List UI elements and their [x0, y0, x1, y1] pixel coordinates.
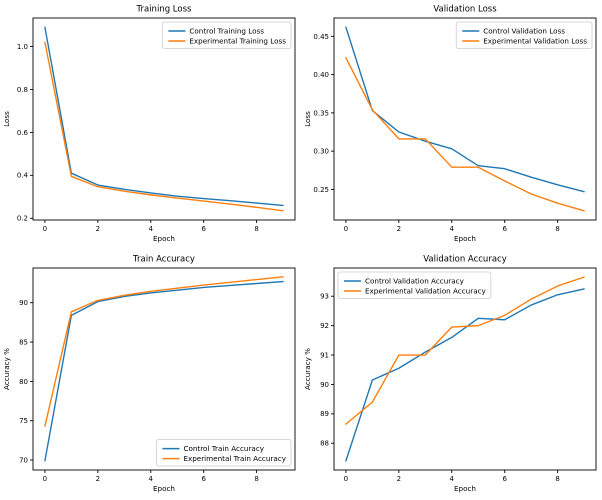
train-accuracy-chart: 0 2 4 6 8 70 75 80 85 90 Train Accuracy Epoch Accura…	[2, 255, 296, 493]
series-line-experimental	[44, 276, 284, 427]
x-tick-label: 2	[397, 225, 401, 233]
y-tick-label: 89	[320, 410, 329, 418]
subplot-training-loss: 0 2 4 6 8 0.2 0.4 0.6 0.8 1.0 Training Loss Epoch Lo…	[0, 0, 301, 250]
y-tick-label: 0.25	[313, 186, 329, 194]
validation-loss-chart: 0 2 4 6 8 0.25 0.30 0.35 0.40 0.45 Validation Loss…	[303, 5, 597, 243]
subplot-validation-accuracy: 0 2 4 6 8 88 89 90 91 92 93 Validation Accuracy Epoc…	[301, 250, 602, 500]
axes-spines	[333, 17, 597, 221]
legend-entry-label: Control Validation Loss	[483, 27, 565, 36]
x-tick-label: 4	[450, 225, 455, 233]
x-axis-label: Epoch	[454, 484, 476, 493]
legend: Control Validation AccuracyExperimental …	[337, 271, 492, 299]
y-tick-label: 91	[320, 351, 329, 359]
series-line-experimental	[44, 41, 284, 212]
x-tick-label: 8	[254, 225, 258, 233]
x-tick-label: 4	[149, 225, 154, 233]
series-line-experimental	[345, 276, 585, 425]
chart-title: Training Loss	[136, 5, 192, 15]
y-tick-label: 1.0	[17, 43, 28, 51]
legend-entry-label: Control Validation Accuracy	[365, 277, 465, 286]
axes-spines	[333, 267, 597, 471]
x-tick-label: 2	[397, 475, 401, 483]
y-tick-label: 90	[19, 299, 28, 307]
chart-title: Validation Loss	[433, 5, 497, 15]
training-loss-chart: 0 2 4 6 8 0.2 0.4 0.6 0.8 1.0 Training Loss Epoch Lo…	[2, 5, 296, 243]
y-tick-label: 0.40	[313, 71, 329, 79]
y-tick-label: 93	[320, 293, 329, 301]
x-tick-label: 0	[344, 225, 348, 233]
legend-entry-label: Experimental Training Loss	[189, 37, 286, 46]
y-tick-label: 0.45	[313, 33, 329, 41]
x-tick-label: 4	[149, 475, 154, 483]
x-tick-label: 6	[201, 225, 206, 233]
x-tick-label: 2	[96, 225, 100, 233]
subplot-train-accuracy: 0 2 4 6 8 70 75 80 85 90 Train Accuracy Epoch Accura…	[0, 250, 301, 500]
legend-box	[156, 439, 292, 467]
x-tick-label: 6	[502, 225, 507, 233]
x-tick-label: 4	[450, 475, 455, 483]
x-tick-label: 0	[43, 475, 47, 483]
y-axis-label: Accuracy %	[2, 348, 11, 390]
y-axis-label: Accuracy %	[303, 348, 312, 390]
y-tick-label: 0.4	[17, 172, 29, 180]
axes-spines	[32, 267, 296, 471]
y-tick-label: 0.8	[17, 86, 28, 94]
x-axis-label: Epoch	[153, 234, 175, 243]
legend-box	[337, 271, 492, 299]
x-tick-label: 0	[43, 225, 47, 233]
y-tick-label: 70	[19, 456, 28, 464]
y-tick-label: 92	[320, 322, 329, 330]
y-tick-label: 0.30	[313, 148, 329, 156]
legend-entry-label: Control Training Loss	[189, 27, 264, 36]
x-tick-label: 6	[502, 475, 507, 483]
x-tick-label: 0	[344, 475, 348, 483]
x-axis-label: Epoch	[454, 234, 476, 243]
series-line-experimental	[345, 57, 585, 212]
series-line-control	[44, 280, 284, 462]
legend-entry-label: Control Train Accuracy	[183, 444, 264, 453]
legend-entry-label: Experimental Validation Accuracy	[365, 287, 487, 296]
y-tick-label: 88	[320, 440, 329, 448]
x-tick-label: 8	[555, 225, 559, 233]
subplot-validation-loss: 0 2 4 6 8 0.25 0.30 0.35 0.40 0.45 Validation Loss…	[301, 0, 602, 250]
series-line-control	[345, 288, 585, 462]
y-axis-label: Loss	[303, 111, 312, 127]
chart-title: Validation Accuracy	[423, 255, 506, 265]
chart-title: Train Accuracy	[132, 255, 195, 265]
y-tick-label: 75	[19, 417, 28, 425]
y-tick-label: 80	[19, 378, 28, 386]
y-tick-label: 90	[320, 381, 329, 389]
x-axis-label: Epoch	[153, 484, 175, 493]
legend-entry-label: Experimental Train Accuracy	[183, 454, 286, 463]
x-tick-label: 6	[201, 475, 206, 483]
series-line-control	[44, 26, 284, 207]
y-tick-label: 0.2	[17, 215, 28, 223]
x-tick-label: 8	[254, 475, 258, 483]
legend-entry-label: Experimental Validation Loss	[483, 37, 587, 46]
x-tick-label: 8	[555, 475, 559, 483]
y-axis-label: Loss	[2, 111, 11, 127]
series-line-control	[345, 26, 585, 193]
y-tick-label: 0.35	[313, 109, 329, 117]
axes-spines	[32, 17, 296, 221]
y-tick-label: 0.6	[17, 129, 29, 137]
y-tick-label: 85	[19, 338, 28, 346]
legend-box	[161, 21, 292, 49]
x-tick-label: 2	[96, 475, 100, 483]
legend-box	[455, 21, 593, 49]
